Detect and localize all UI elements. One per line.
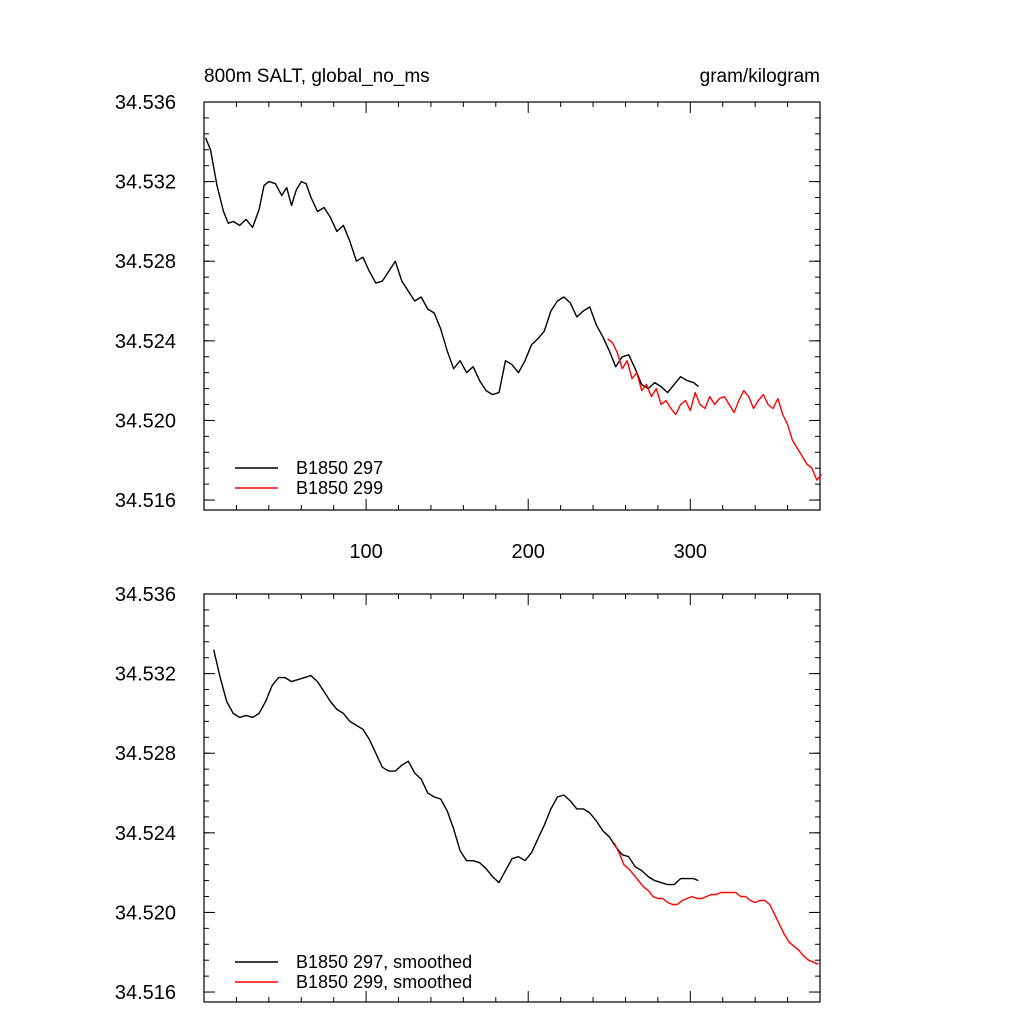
top-ytick-label: 34.516: [115, 490, 176, 512]
bottom-ytick-label: 34.516: [115, 982, 176, 1004]
bottom-ytick-label: 34.536: [115, 584, 176, 606]
top-ytick-label: 34.532: [115, 172, 176, 194]
top-ytick-label: 34.528: [115, 251, 176, 273]
top-panel-title-right: gram/kilogram: [700, 66, 820, 87]
top-legend-label-1: B1850 297: [296, 458, 383, 478]
top-legend-label-2: B1850 299: [296, 478, 383, 498]
bottom-panel: 34.516 34.520 34.524 34.528 34.532 34.536 B185…: [115, 584, 821, 1004]
top-ytick-label: 34.524: [115, 331, 176, 353]
top-series-line-2: [607, 338, 823, 481]
top-xtick-label: 200: [512, 541, 545, 563]
bottom-ytick-label: 34.532: [115, 664, 176, 686]
top-plot-frame: [203, 101, 821, 511]
top-xtick-label: 100: [349, 541, 382, 563]
top-ytick-label: 34.520: [115, 410, 176, 432]
bottom-ytick-label: 34.520: [115, 902, 176, 924]
bottom-legend-label-1: B1850 297, smoothed: [296, 952, 472, 972]
top-ytick-label: 34.536: [115, 92, 176, 114]
bottom-series-line-2: [613, 842, 819, 965]
bottom-series-line-1: [213, 649, 699, 886]
top-xtick-label: 300: [674, 541, 707, 563]
bottom-plot-frame: [203, 593, 821, 1003]
bottom-ytick-label: 34.528: [115, 743, 176, 765]
top-series-line-1: [204, 137, 699, 396]
bottom-legend-label-2: B1850 299, smoothed: [296, 972, 472, 992]
bottom-ytick-label: 34.524: [115, 823, 176, 845]
top-panel: 800m SALT, global_no_ms gram/kilogram 34…: [115, 66, 823, 563]
top-panel-title-left: 800m SALT, global_no_ms: [204, 66, 430, 87]
